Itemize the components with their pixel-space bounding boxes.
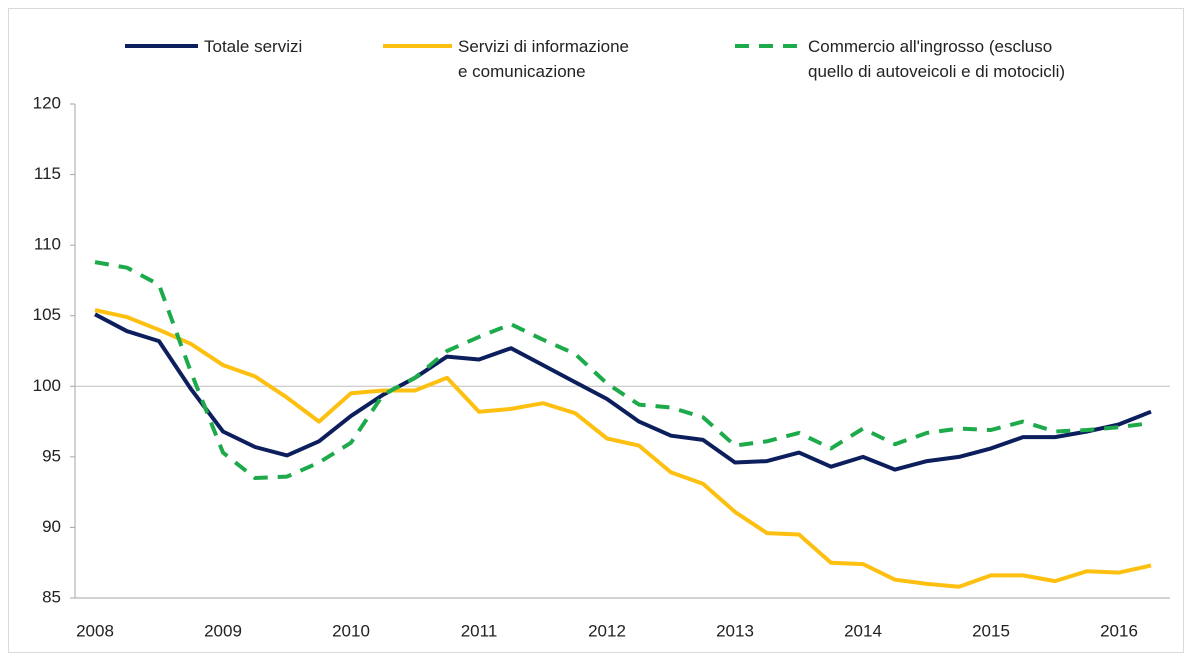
y-tick-label: 105 xyxy=(33,305,61,324)
x-tick-label: 2016 xyxy=(1100,621,1138,640)
y-tick-label: 110 xyxy=(34,235,61,254)
y-tick-label: 90 xyxy=(42,517,61,536)
x-tick-label: 2013 xyxy=(716,621,754,640)
x-tick-label: 2012 xyxy=(588,621,626,640)
y-tick-label: 120 xyxy=(33,93,61,112)
x-tick-label: 2011 xyxy=(461,621,498,640)
y-tick-label: 95 xyxy=(42,446,61,465)
series-line xyxy=(94,312,1152,472)
x-tick-label: 2009 xyxy=(204,621,242,640)
legend-label: Totale servizi xyxy=(204,37,303,56)
legend-label: Servizi di informazione e comunicazione xyxy=(458,37,630,81)
series-line xyxy=(94,308,1152,589)
y-tick-label: 100 xyxy=(33,376,61,395)
y-tick-label: 85 xyxy=(42,587,61,606)
chart-border xyxy=(8,8,1184,653)
y-tick-label: 115 xyxy=(34,164,61,183)
x-tick-label: 2008 xyxy=(76,621,114,640)
series-line xyxy=(94,260,1152,480)
x-tick-label: 2015 xyxy=(972,621,1010,640)
legend-label: Commercio all'ingrosso (escluso quello d… xyxy=(808,37,1066,81)
x-tick-label: 2010 xyxy=(332,621,370,640)
x-tick-label: 2014 xyxy=(844,621,882,640)
